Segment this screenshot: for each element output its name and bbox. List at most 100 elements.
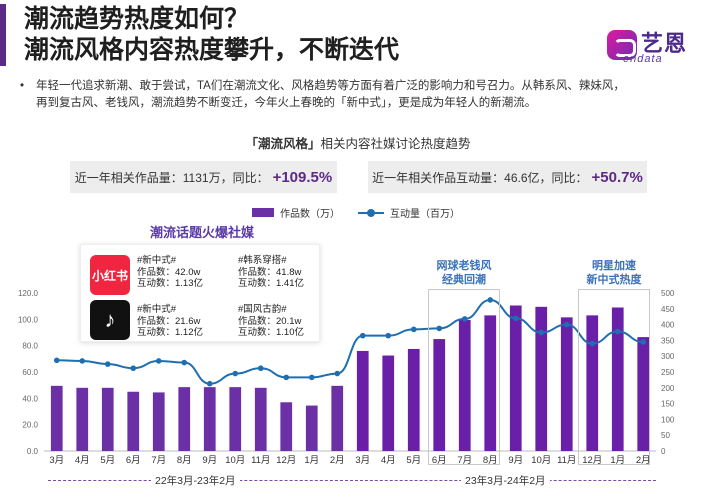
y-right-tick-label: 500	[661, 289, 675, 298]
x-tick-label: 7月	[151, 455, 166, 466]
chart-title-rest: 相关内容社媒讨论热度趋势	[320, 137, 471, 151]
bar	[101, 387, 114, 451]
legend-line: 互动量（百万）	[358, 205, 460, 220]
bar	[560, 317, 573, 451]
x-tick-label: 12月	[276, 455, 296, 466]
bar	[611, 307, 624, 451]
legend-line-label: 互动量（百万）	[390, 209, 460, 220]
y-left-tick-label: 20.0	[22, 421, 38, 430]
y-left-tick-label: 100.0	[18, 315, 39, 324]
x-tick-label: 9月	[508, 455, 523, 466]
period-label-2: 23年3月-24年2月	[461, 473, 550, 488]
line-point	[79, 358, 86, 364]
intro-bullet: • 年轻一代追求新潮、敢于尝试，TA们在潮流文化、风格趋势等方面有着广泛的影响力…	[20, 78, 690, 112]
period-label-1: 22年3月-23年2月	[151, 473, 240, 488]
y-right-tick-label: 450	[661, 305, 675, 314]
line-point	[206, 380, 213, 387]
x-tick-label: 2月	[330, 455, 345, 466]
x-tick-label: 4月	[381, 455, 396, 466]
bar	[407, 348, 420, 451]
topic-tag: #韩系穿搭#	[238, 255, 287, 266]
brand-logo-icon	[607, 30, 637, 60]
line-point	[640, 339, 647, 345]
bar	[254, 387, 267, 451]
topic-interact: 互动数：1.41亿	[238, 278, 304, 289]
y-right-tick-label: 50	[661, 431, 670, 440]
x-tick-label: 1月	[610, 455, 625, 466]
bar	[229, 387, 242, 451]
x-tick-label: 10月	[531, 455, 551, 466]
bar	[203, 387, 216, 451]
x-tick-label: 5月	[406, 455, 421, 466]
x-tick-label: 10月	[225, 455, 245, 466]
y-left-tick-label: 60.0	[22, 368, 38, 377]
bar	[50, 385, 63, 451]
page-title: 潮流趋势热度如何？ 潮流风格内容热度攀升，不断迭代	[24, 4, 399, 66]
page-title-line1: 潮流趋势热度如何？	[24, 5, 250, 33]
line-point	[538, 329, 545, 336]
x-tick-label: 4月	[75, 455, 90, 466]
annotation-2-line1: 明星加速	[592, 260, 636, 272]
hot-topics-title: 潮流话题火爆社媒	[150, 225, 255, 240]
works-stat-label: 近一年相关作品量：1131万，同比：	[74, 170, 269, 185]
line-point	[104, 361, 111, 367]
bullet-dot-icon: •	[20, 80, 25, 92]
topic-interact: 互动数：1.12亿	[137, 327, 203, 338]
topic-works: 作品数：21.6w	[137, 315, 201, 327]
legend-bar-label: 作品数（万）	[280, 209, 340, 220]
intro-text: 年轻一代追求新潮、敢于尝试，TA们在潮流文化、风格趋势等方面有着广泛的影响力和号…	[36, 78, 690, 112]
page-title-line2: 潮流风格内容热度攀升，不断迭代	[24, 36, 400, 64]
annotation-1-line1: 网球老钱风	[436, 260, 492, 272]
interact-stat-growth: +50.7%	[591, 168, 643, 186]
bar	[331, 385, 344, 451]
bar	[586, 315, 599, 451]
x-tick-label: 11月	[557, 455, 576, 466]
x-tick-label: 7月	[457, 455, 472, 466]
topic-entry: #韩系穿搭# 作品数：41.8w 互动数：1.41亿	[238, 255, 304, 290]
chart-title: 「潮流风格」相关内容社媒讨论热度趋势	[0, 133, 716, 152]
x-tick-label: 8月	[483, 455, 498, 466]
x-tick-label: 1月	[304, 455, 319, 466]
line-point	[359, 332, 366, 339]
interact-stat-label: 近一年相关作品互动量：46.6亿，同比：	[372, 170, 588, 185]
title-accent-bar	[0, 4, 6, 66]
y-left-tick-label: 120.0	[18, 289, 39, 298]
y-right-tick-label: 200	[661, 384, 675, 393]
brand-logo-en: endata	[623, 53, 663, 65]
y-left-tick-label: 80.0	[22, 342, 38, 351]
line-point	[614, 328, 621, 335]
annotation-2-line2: 新中式热度	[586, 274, 642, 286]
topic-tag: #新中式#	[137, 255, 177, 266]
topic-works: 作品数：42.0w	[137, 266, 201, 278]
bar	[637, 337, 650, 451]
x-tick-label: 8月	[177, 455, 192, 466]
y-left-tick-label: 40.0	[22, 394, 38, 403]
hot-topics-card: 小红书 ♪ #新中式# 作品数：42.0w 互动数：1.13亿 #韩系穿搭# 作…	[80, 244, 320, 342]
bar	[509, 305, 522, 451]
line-point	[257, 365, 264, 372]
line-point	[512, 315, 519, 322]
x-tick-label: 3月	[355, 455, 370, 466]
line-point	[181, 359, 188, 366]
line-point	[283, 374, 290, 381]
works-stat-growth: +109.5%	[272, 168, 333, 186]
interact-stat-box: 近一年相关作品互动量：46.6亿，同比： +50.7%	[368, 161, 647, 193]
topic-entry: #国风古韵# 作品数：20.1w 互动数：1.10亿	[238, 304, 304, 339]
line-point	[589, 340, 596, 347]
x-tick-label: 12月	[582, 455, 602, 466]
annotation-1: 网球老钱风 经典回潮	[428, 259, 500, 287]
bar	[535, 306, 548, 451]
x-tick-label: 9月	[202, 455, 217, 466]
line-point	[410, 326, 417, 333]
topic-works: 作品数：41.8w	[238, 266, 302, 278]
brand-logo: 艺恩 endata	[607, 26, 699, 66]
bar	[152, 392, 165, 451]
y-right-tick-label: 0	[661, 447, 666, 456]
x-tick-label: 6月	[432, 455, 447, 466]
bar	[458, 319, 471, 451]
y-right-tick-label: 250	[661, 368, 675, 377]
xiaohongshu-icon: 小红书	[90, 255, 130, 295]
y-right-tick-label: 150	[661, 400, 675, 409]
bar	[127, 391, 140, 451]
line-point	[308, 374, 315, 381]
